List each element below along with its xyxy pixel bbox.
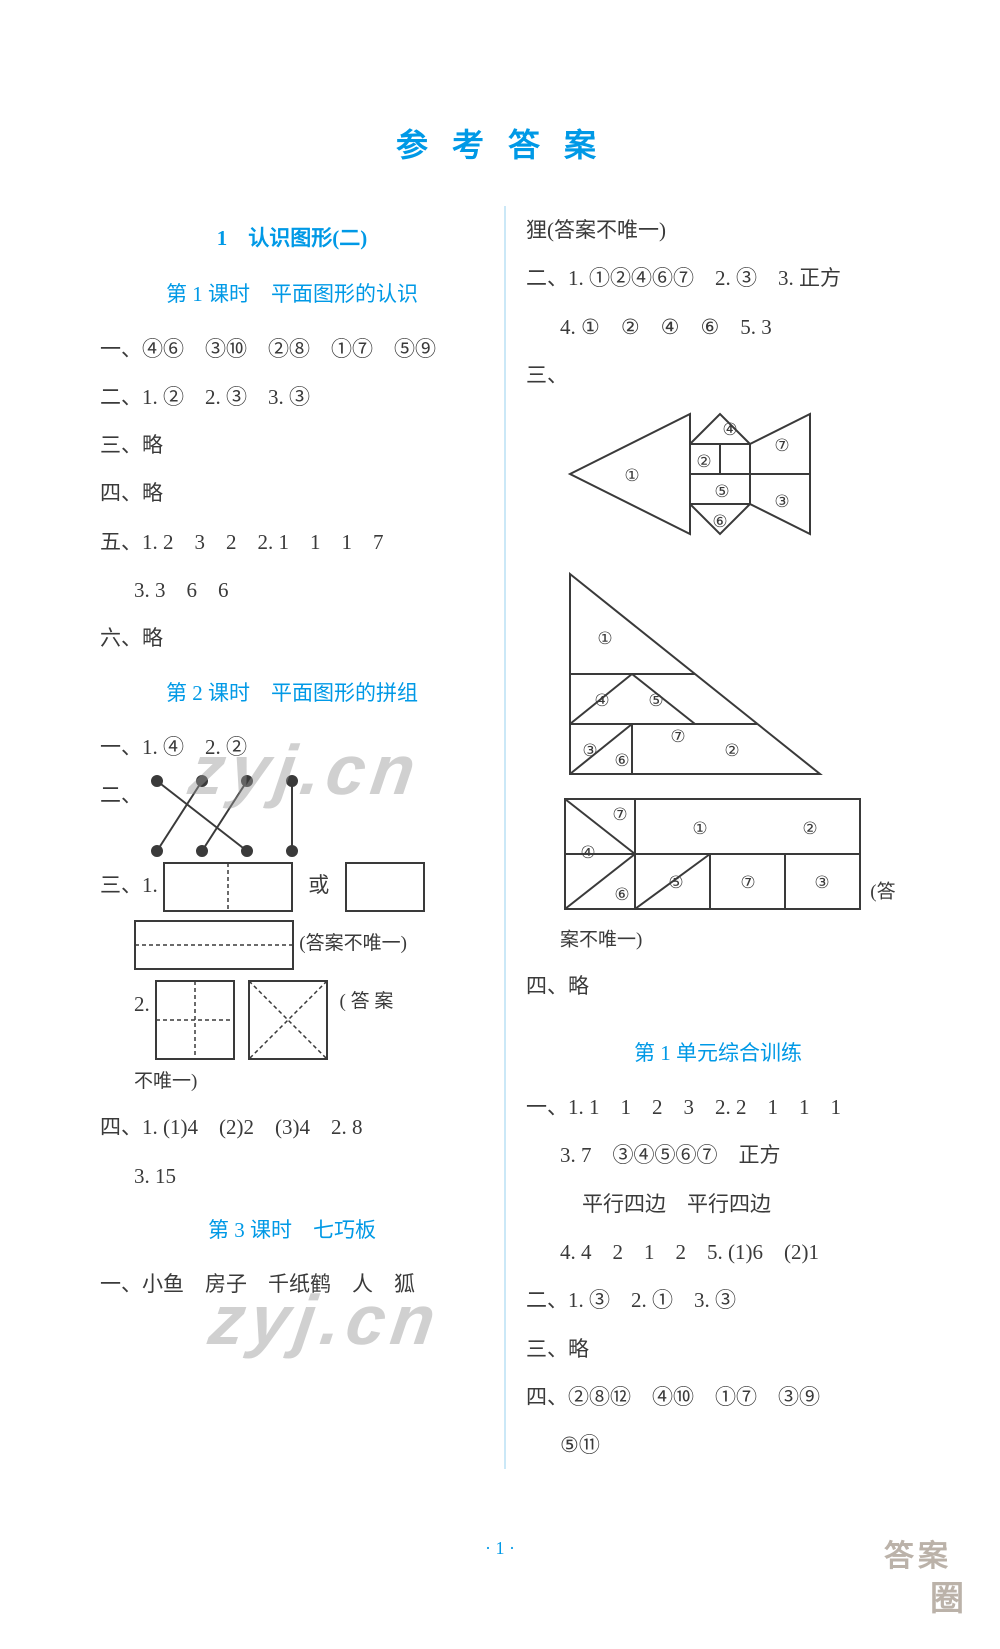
r-q4: 四、略 — [526, 962, 910, 1010]
ut-q1b: 3. 7 ③④⑤⑥⑦ 正方 — [526, 1131, 910, 1179]
l2-q3b-row: 2. ( 答 案 — [100, 980, 484, 1060]
l1-q5b: 3. 3 6 6 — [100, 566, 484, 614]
svg-text:⑤: ⑤ — [648, 691, 663, 710]
svg-text:③: ③ — [774, 492, 789, 511]
svg-text:⑦: ⑦ — [774, 436, 789, 455]
badge-top: 答案 — [884, 1531, 952, 1575]
l2-q3b-label: 2. — [134, 980, 150, 1028]
l1-q6: 六、略 — [100, 614, 484, 662]
svg-text:⑤: ⑤ — [668, 873, 683, 892]
svg-text:⑦: ⑦ — [612, 805, 627, 824]
rectangle-tangram-icon: ④ ⑦ ⑥ ① ⑤ ⑦ ② ③ — [560, 794, 865, 914]
answer-badge: 答案 圈 — [870, 1519, 970, 1619]
unit-test-title: 第 1 单元综合训练 — [526, 1029, 910, 1077]
l2-q1: 一、1. ④ 2. ② — [100, 723, 484, 771]
columns-container: 1 认识图形(二) 第 1 课时 平面图形的认识 一、④⑥ ③⑩ ②⑧ ①⑦ ⑤… — [0, 206, 1000, 1469]
unit-title: 1 认识图形(二) — [100, 214, 484, 262]
lesson3-title: 第 3 课时 七巧板 — [100, 1206, 484, 1254]
l1-q2: 二、1. ② 2. ③ 3. ③ — [100, 373, 484, 421]
svg-text:③: ③ — [814, 873, 829, 892]
lesson1-title: 第 1 课时 平面图形的认识 — [100, 270, 484, 318]
svg-text:①: ① — [597, 629, 612, 648]
l1-q5a: 五、1. 2 3 2 2. 1 1 1 7 — [100, 518, 484, 566]
ut-q3: 三、略 — [526, 1325, 910, 1373]
square-cross-icon — [155, 980, 235, 1060]
left-column: 1 认识图形(二) 第 1 课时 平面图形的认识 一、④⑥ ③⑩ ②⑧ ①⑦ ⑤… — [100, 206, 504, 1469]
svg-text:④: ④ — [722, 420, 737, 439]
badge-bottom: 圈 — [930, 1571, 968, 1620]
matching-figure-icon — [147, 771, 307, 861]
svg-text:⑥: ⑥ — [614, 885, 629, 904]
svg-text:②: ② — [724, 741, 739, 760]
ut-q4b: ⑤⑪ — [526, 1421, 910, 1469]
r-q2b: 4. ① ② ④ ⑥ 5. 3 — [526, 303, 910, 351]
l2-q3b-note2: 不唯一) — [100, 1060, 484, 1104]
ut-q1a: 一、1. 1 1 2 3 2. 2 1 1 1 — [526, 1083, 910, 1131]
svg-text:⑥: ⑥ — [614, 751, 629, 770]
l1-q4: 四、略 — [100, 469, 484, 517]
lesson2-title: 第 2 课时 平面图形的拼组 — [100, 669, 484, 717]
page-footer: · 1 · — [0, 1538, 1000, 1559]
svg-text:②: ② — [696, 452, 711, 471]
l2-q2-label: 二、 — [100, 771, 142, 819]
l2-q4a: 四、1. (1)4 (2)2 (3)4 2. 8 — [100, 1103, 484, 1151]
l3-q1: 一、小鱼 房子 千纸鹤 人 狐 — [100, 1260, 484, 1308]
svg-text:④: ④ — [580, 843, 595, 862]
r-q3-label: 三、 — [526, 351, 568, 399]
fish-tangram-icon: ① ④ ② ⑤ ⑥ ⑦ ③ — [560, 399, 830, 554]
ut-q1d: 4. 4 2 1 2 5. (1)6 (2)1 — [526, 1228, 910, 1276]
right-column: 狸(答案不唯一) 二、1. ①②④⑥⑦ 2. ③ 3. 正方 4. ① ② ④ … — [506, 206, 910, 1469]
l2-q4b: 3. 15 — [100, 1152, 484, 1200]
svg-text:⑦: ⑦ — [740, 873, 755, 892]
l2-q3b-note1: ( 答 案 — [340, 980, 394, 1024]
svg-text:⑤: ⑤ — [714, 482, 729, 501]
l2-q3-or: 或 — [308, 873, 329, 897]
ut-q4a: 四、②⑧⑫ ④⑩ ①⑦ ③⑨ — [526, 1373, 910, 1421]
l2-q3-row2: (答案不唯一) — [100, 918, 484, 969]
svg-text:③: ③ — [582, 741, 597, 760]
l2-q3-row1: 三、1. 或 — [100, 861, 484, 912]
r-q3: 三、 — [526, 351, 910, 399]
rect-split-horizontal-icon — [134, 920, 294, 970]
ut-q1c: 平行四边 平行四边 — [526, 1180, 910, 1228]
rect-empty-icon — [345, 862, 425, 912]
l2-q2: 二、 — [100, 771, 484, 861]
l2-q3-label: 三、1. — [100, 861, 158, 909]
svg-text:⑦: ⑦ — [670, 727, 685, 746]
triangle-tangram-icon: ① ④ ⑤ ⑦ ③ ⑥ ② — [560, 564, 830, 784]
svg-text:①: ① — [692, 819, 707, 838]
svg-text:②: ② — [802, 819, 817, 838]
l1-q3: 三、略 — [100, 421, 484, 469]
r-top: 狸(答案不唯一) — [526, 206, 910, 254]
square-diagonal-icon — [248, 980, 328, 1060]
svg-text:①: ① — [624, 466, 639, 485]
r-q2a: 二、1. ①②④⑥⑦ 2. ③ 3. 正方 — [526, 254, 910, 302]
svg-text:④: ④ — [594, 691, 609, 710]
svg-text:⑥: ⑥ — [712, 512, 727, 531]
rect-split-vertical-icon — [163, 862, 293, 912]
l1-q1: 一、④⑥ ③⑩ ②⑧ ①⑦ ⑤⑨ — [100, 325, 484, 373]
page-title: 参 考 答 案 — [0, 120, 1000, 166]
l2-q3-note: (答案不唯一) — [299, 933, 407, 954]
ut-q2: 二、1. ③ 2. ① 3. ③ — [526, 1276, 910, 1324]
